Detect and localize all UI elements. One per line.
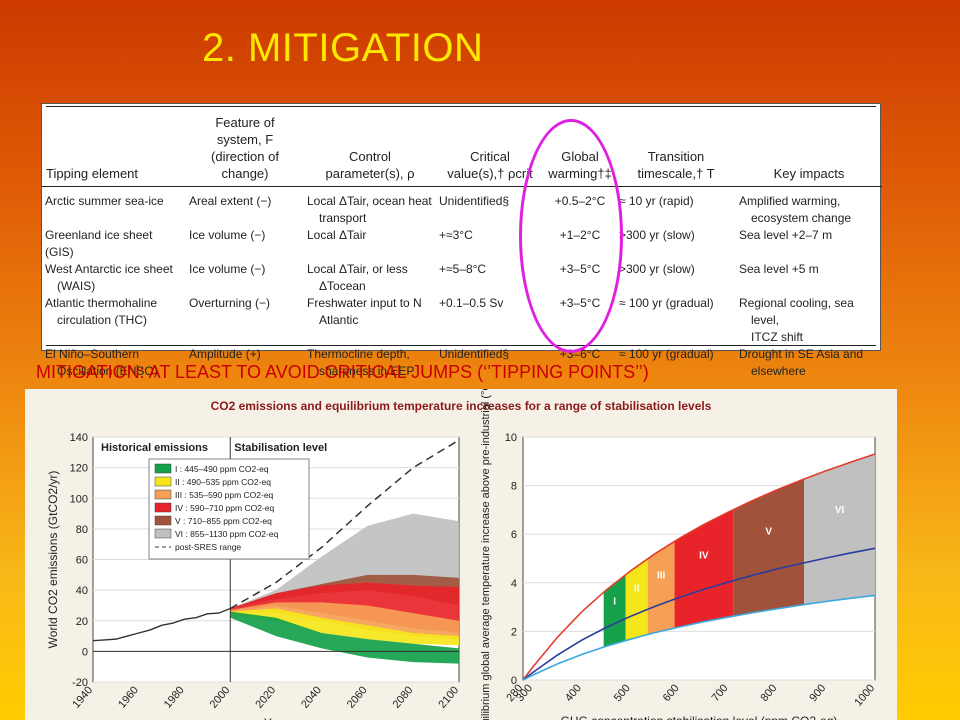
y-tick-label: 6 [511, 529, 517, 541]
header-timescale: Transition timescale,† T [616, 104, 736, 187]
table-row: West Antarctic ice sheet (WAIS) Ice volum… [45, 262, 819, 293]
band-label-III: III [657, 570, 666, 581]
y-tick-label: 8 [511, 481, 517, 493]
band-II [625, 558, 648, 641]
y-tick-label: 80 [76, 524, 88, 536]
legend-label: V : 710–855 ppm CO2-eq [175, 516, 272, 526]
table-row: Atlantic thermohaline circulation (THC) O… [45, 296, 854, 344]
band-VI [230, 513, 459, 609]
lower-curve [522, 594, 876, 681]
band-label-II: II [634, 583, 640, 594]
x-tick-label: 2100 [436, 684, 461, 710]
upper-curve [522, 453, 876, 681]
y-axis-label: World CO2 emissions (GtCO2/yr) [46, 471, 60, 649]
band-label-I: I [613, 597, 616, 608]
legend-label: post-SRES range [175, 542, 241, 552]
stabilisation-label: Stabilisation level [234, 442, 327, 454]
table-row: Arctic summer sea-ice Areal extent (−) L… [45, 194, 852, 225]
header-control: Control parameter(s), ρ [304, 104, 436, 187]
legend-swatch-V [154, 515, 172, 526]
figure-title: CO2 emissions and equilibrium temperatur… [210, 399, 712, 413]
y-tick-label: 0 [82, 646, 88, 658]
header-feature: Feature of system, F (direction of change) [186, 104, 304, 187]
tipping-elements-table: Tipping element Feature of system, F (dire… [41, 103, 882, 378]
legend-label: II : 490–535 ppm CO2-eq [175, 477, 271, 487]
y-tick-label: 140 [70, 432, 88, 444]
band-I [230, 611, 459, 664]
y-tick-label: 20 [76, 616, 88, 628]
x-tick-label: 2020 [253, 684, 278, 710]
y-axis-label: Equilibrium global average temperature i… [480, 389, 492, 720]
header-tipping-element: Tipping element [42, 104, 186, 187]
x-tick-label: 500 [612, 682, 633, 704]
post-sres-line [229, 439, 460, 610]
x-tick-label: 2080 [391, 684, 416, 710]
table-top-rule [46, 106, 876, 107]
legend-swatch-II [154, 476, 172, 487]
x-tick-label: 700 [710, 682, 731, 704]
historical-label: Historical emissions [101, 442, 208, 454]
emissions-chart: Historical emissions Stabilisation level I… [46, 432, 461, 720]
historical-line [92, 607, 231, 642]
y-tick-label: 100 [70, 493, 88, 505]
legend-swatch-IV [154, 502, 172, 513]
x-tick-label: 2000 [208, 684, 233, 710]
table-bottom-rule [46, 345, 876, 346]
y-tick-label: 0 [511, 675, 517, 687]
x-axis-label: GHG concentration stabilisation level (p… [561, 714, 838, 720]
legend-box [148, 458, 310, 560]
x-tick-label: 2040 [299, 684, 324, 710]
band-II [230, 608, 459, 646]
y-tick-label: 2 [511, 626, 517, 638]
legend-label: VI : 855–1130 ppm CO2-eq [175, 529, 279, 539]
legend-swatch-VI [154, 528, 172, 539]
x-tick-label: 400 [563, 682, 584, 704]
x-tick-label: 2060 [345, 684, 370, 710]
y-tick-label: 40 [76, 585, 88, 597]
stabilisation-figure: CO2 emissions and equilibrium temperatur… [25, 389, 897, 720]
header-impacts: Key impacts [736, 104, 882, 187]
legend-swatch-III [154, 489, 172, 500]
x-tick-label: 900 [807, 682, 828, 704]
band-IV [674, 509, 734, 629]
legend-label: I : 445–490 ppm CO2-eq [175, 464, 269, 474]
x-tick-label: 1960 [116, 684, 141, 710]
legend-label: III : 535–590 ppm CO2-eq [175, 490, 274, 500]
x-axis-label: Year [264, 716, 288, 720]
band-V [733, 479, 805, 617]
band-label-IV: IV [699, 551, 709, 562]
x-tick-label: 600 [661, 682, 682, 704]
band-III [647, 541, 675, 635]
y-tick-label: -20 [72, 677, 88, 689]
highlight-ellipse [519, 119, 623, 353]
best-estimate-curve [522, 547, 876, 681]
y-tick-label: 10 [505, 432, 517, 444]
slide-subtitle: MITIGATION: AT LEAST TO AVOID CRITICAL J… [36, 362, 649, 382]
x-tick-label: 1000 [852, 682, 877, 708]
band-VI [804, 454, 875, 605]
y-tick-label: 60 [76, 555, 88, 567]
y-tick-label: 120 [70, 463, 88, 475]
slide-title: 2. MITIGATION [202, 26, 484, 70]
table-row: El Niño–Southern Oscillation (ENSO) Ampli… [45, 347, 864, 378]
x-tick-label: 800 [759, 682, 780, 704]
legend-swatch-I [154, 463, 172, 474]
table-row: Greenland ice sheet (GIS) Ice volume (−)… [45, 228, 833, 259]
x-tick-label: 1980 [162, 684, 187, 710]
band-label-V: V [765, 526, 772, 537]
y-tick-label: 4 [511, 578, 517, 590]
legend-label: IV : 590–710 ppm CO2-eq [175, 503, 275, 513]
band-label-VI: VI [835, 505, 845, 516]
band-I [603, 574, 626, 648]
